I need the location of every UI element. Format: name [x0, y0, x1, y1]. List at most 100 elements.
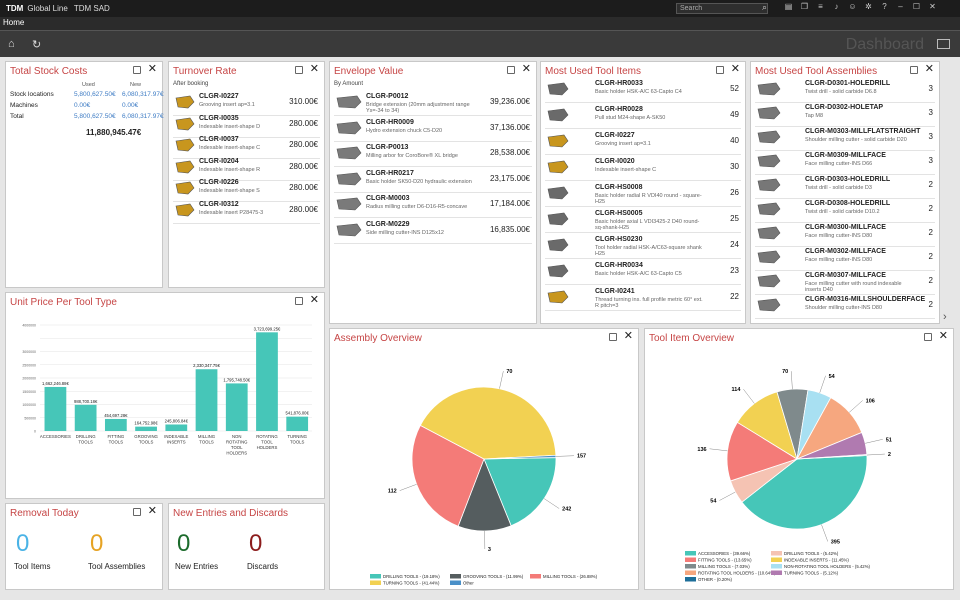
tool-thumbnail-icon — [756, 201, 782, 217]
slice-label: 3 — [488, 547, 491, 553]
layout-icon[interactable] — [937, 39, 950, 49]
y-tick-label: 3000000 — [22, 350, 36, 354]
maximize-icon[interactable] — [132, 65, 141, 74]
tool-thumbnail-icon — [546, 133, 570, 149]
row-divider — [755, 246, 935, 247]
refresh-icon[interactable]: ↻ — [32, 39, 42, 51]
toolbar: ⌂ ↻ Dashboard — [0, 31, 960, 57]
list-item[interactable]: CLGR-P0012 Bridge extension (20mm adjustm… — [330, 92, 536, 114]
row-divider — [173, 222, 320, 224]
list-item[interactable]: CLGR-I0241 Thread turning ins. full profi… — [541, 287, 745, 309]
list-item[interactable]: CLGR-HR0028 Pull stud M24-shape A-SK50 49 — [541, 105, 745, 127]
close-icon[interactable]: ✕ — [521, 63, 531, 75]
list-item[interactable]: CLGR-I0035 Indexable insert-shape D 280.00… — [169, 114, 324, 136]
list-item[interactable]: CLGR-I0227 Grooving insert ap=3.1 40 — [541, 131, 745, 153]
close-icon[interactable]: ✕ — [929, 2, 936, 11]
tab-home[interactable]: Home — [3, 18, 25, 27]
list-item[interactable]: CLGR-M0307-MILLFACE Face milling cutter w… — [751, 271, 939, 293]
legend-label: MILLING TOOLS - (7.03%) — [698, 564, 750, 569]
close-icon[interactable]: ✕ — [309, 63, 319, 75]
close-icon[interactable]: ✕ — [147, 505, 157, 517]
tool-items-label: Tool Items — [14, 562, 51, 571]
list-item[interactable]: CLGR-D0308-HOLEDRILL Twist drill - solid … — [751, 199, 939, 221]
search-icon[interactable]: ⌕ — [762, 2, 768, 12]
maximize-icon[interactable]: ☐ — [912, 2, 921, 11]
close-icon[interactable]: ✕ — [730, 63, 740, 75]
close-icon[interactable]: ✕ — [938, 330, 948, 342]
user-icon[interactable]: ☺ — [848, 2, 857, 11]
gear-icon[interactable]: ✲ — [865, 2, 872, 11]
list-item[interactable]: CLGR-I0227 Grooving insert ap=3.1 310.00€ — [169, 92, 324, 114]
maximize-icon[interactable] — [715, 65, 724, 74]
close-icon[interactable]: ✕ — [309, 294, 319, 306]
close-icon[interactable]: ✕ — [623, 330, 633, 342]
bar — [74, 404, 97, 431]
tool-thumbnail-icon — [335, 120, 363, 136]
row-divider — [173, 158, 320, 159]
item-value: 17,184.00€ — [489, 199, 530, 208]
row-divider — [545, 206, 741, 207]
list-item[interactable]: CLGR-I0037 Indexable insert-shape C 280.00… — [169, 135, 324, 157]
maximize-icon[interactable] — [923, 332, 932, 341]
list-item[interactable]: CLGR-M0309-MILLFACE Face milling cutter-I… — [751, 151, 939, 173]
item-value: 280.00€ — [289, 140, 318, 149]
list-item[interactable]: CLGR-I0312 Indexable insert P28475-3 280.0… — [169, 200, 324, 222]
maximize-icon[interactable] — [132, 507, 141, 516]
item-value: 40 — [730, 136, 739, 145]
maximize-icon[interactable] — [294, 296, 303, 305]
list-item[interactable]: CLGR-HS0230 Tool holder radial HSK-A/C63-… — [541, 235, 745, 257]
list-item[interactable]: CLGR-M0316-MILLSHOULDERFACE Shoulder mill… — [751, 295, 939, 317]
maximize-icon[interactable] — [909, 65, 918, 74]
maximize-icon[interactable] — [294, 65, 303, 74]
search-input[interactable]: Search — [676, 3, 768, 14]
list-item[interactable]: CLGR-HR0009 Hydro extension chuck C5-D20 3… — [330, 118, 536, 140]
panel-assembly-overview: Assembly Overview ✕ 242 3 112 70 157 DRILLING… — [329, 328, 639, 590]
maximize-icon[interactable] — [506, 65, 515, 74]
list-item[interactable]: CLGR-P0013 Milling arbor for CoroBore® XL… — [330, 143, 536, 165]
item-value: 39,236.00€ — [489, 97, 530, 106]
list-item[interactable]: CLGR-HS0008 Basic holder radial R VDI40 r… — [541, 183, 745, 205]
tool-thumbnail-icon — [756, 153, 782, 169]
list-item[interactable]: CLGR-HR0033 Basic holder HSK-A/C 63-Capto… — [541, 79, 745, 101]
list-item[interactable]: CLGR-M0003 Radius milling cutter D6-D16-R… — [330, 194, 536, 216]
item-description: Radius milling cutter D6-D16-R5-concave — [366, 204, 468, 210]
list-item[interactable]: CLGR-D0301-HOLEDRILL Twist drill - solid … — [751, 79, 939, 101]
bell-icon[interactable]: ♪ — [834, 2, 839, 11]
list-item[interactable]: CLGR-HS0005 Basic holder axial L VDI3425-… — [541, 209, 745, 231]
item-name: CLGR-HR0033 — [595, 80, 643, 87]
legend-swatch — [450, 574, 461, 579]
document-icon[interactable]: ▤ — [784, 2, 793, 11]
maximize-icon[interactable] — [608, 332, 617, 341]
help-icon[interactable]: ? — [882, 2, 887, 11]
minimize-icon[interactable]: – — [898, 2, 903, 11]
legend-swatch — [771, 557, 782, 562]
list-item[interactable]: CLGR-I0226 Indexable insert-shape S 280.00… — [169, 178, 324, 200]
item-name: CLGR-D0302-HOLETAP — [805, 104, 884, 111]
close-icon[interactable]: ✕ — [924, 63, 934, 75]
list-item[interactable]: CLGR-D0303-HOLEDRILL Twist drill - solid … — [751, 175, 939, 197]
item-description: Shoulder milling cutter-INS D80 — [805, 305, 883, 311]
list-item[interactable]: CLGR-HR0034 Basic holder HSK-A/C 63-Capto… — [541, 261, 745, 283]
list-item[interactable]: CLGR-M0302-MILLFACE Face milling cutter-I… — [751, 247, 939, 269]
list-item[interactable]: CLGR-I0204 Indexable insert-shape R 280.00… — [169, 157, 324, 179]
chevron-right-icon[interactable]: › — [943, 311, 947, 323]
list-item[interactable]: CLGR-M0300-MILLFACE Face milling cutter-I… — [751, 223, 939, 245]
list-item[interactable]: CLGR-M0229 Side milling cutter-INS D125x1… — [330, 220, 536, 242]
list-icon[interactable]: ≡ — [818, 2, 823, 11]
row-divider — [755, 294, 935, 295]
item-name: CLGR-HS0008 — [595, 184, 643, 191]
bar-value-label: 164,752.98€ — [134, 421, 158, 426]
panel-removal-today: Removal Today ✕ 0 Tool Items 0 Tool Asse… — [5, 503, 163, 590]
copy-icon[interactable]: ❐ — [800, 2, 809, 11]
slice-label: 2 — [888, 452, 891, 458]
item-name: CLGR-I0227 — [595, 132, 635, 139]
bar — [165, 424, 188, 431]
list-item[interactable]: CLGR-HR0217 Basic holder SK50-D20 hydraul… — [330, 169, 536, 191]
stock-row-label: Total — [10, 113, 24, 120]
home-icon[interactable]: ⌂ — [8, 38, 15, 50]
list-item[interactable]: CLGR-M0303-MILLFLATSTRAIGHT Shoulder mill… — [751, 127, 939, 149]
tool-thumbnail-icon — [756, 177, 782, 193]
list-item[interactable]: CLGR-I0020 Indexable insert-shape C 30 — [541, 157, 745, 179]
close-icon[interactable]: ✕ — [147, 63, 157, 75]
list-item[interactable]: CLGR-D0302-HOLETAP Tap M8 3 — [751, 103, 939, 125]
